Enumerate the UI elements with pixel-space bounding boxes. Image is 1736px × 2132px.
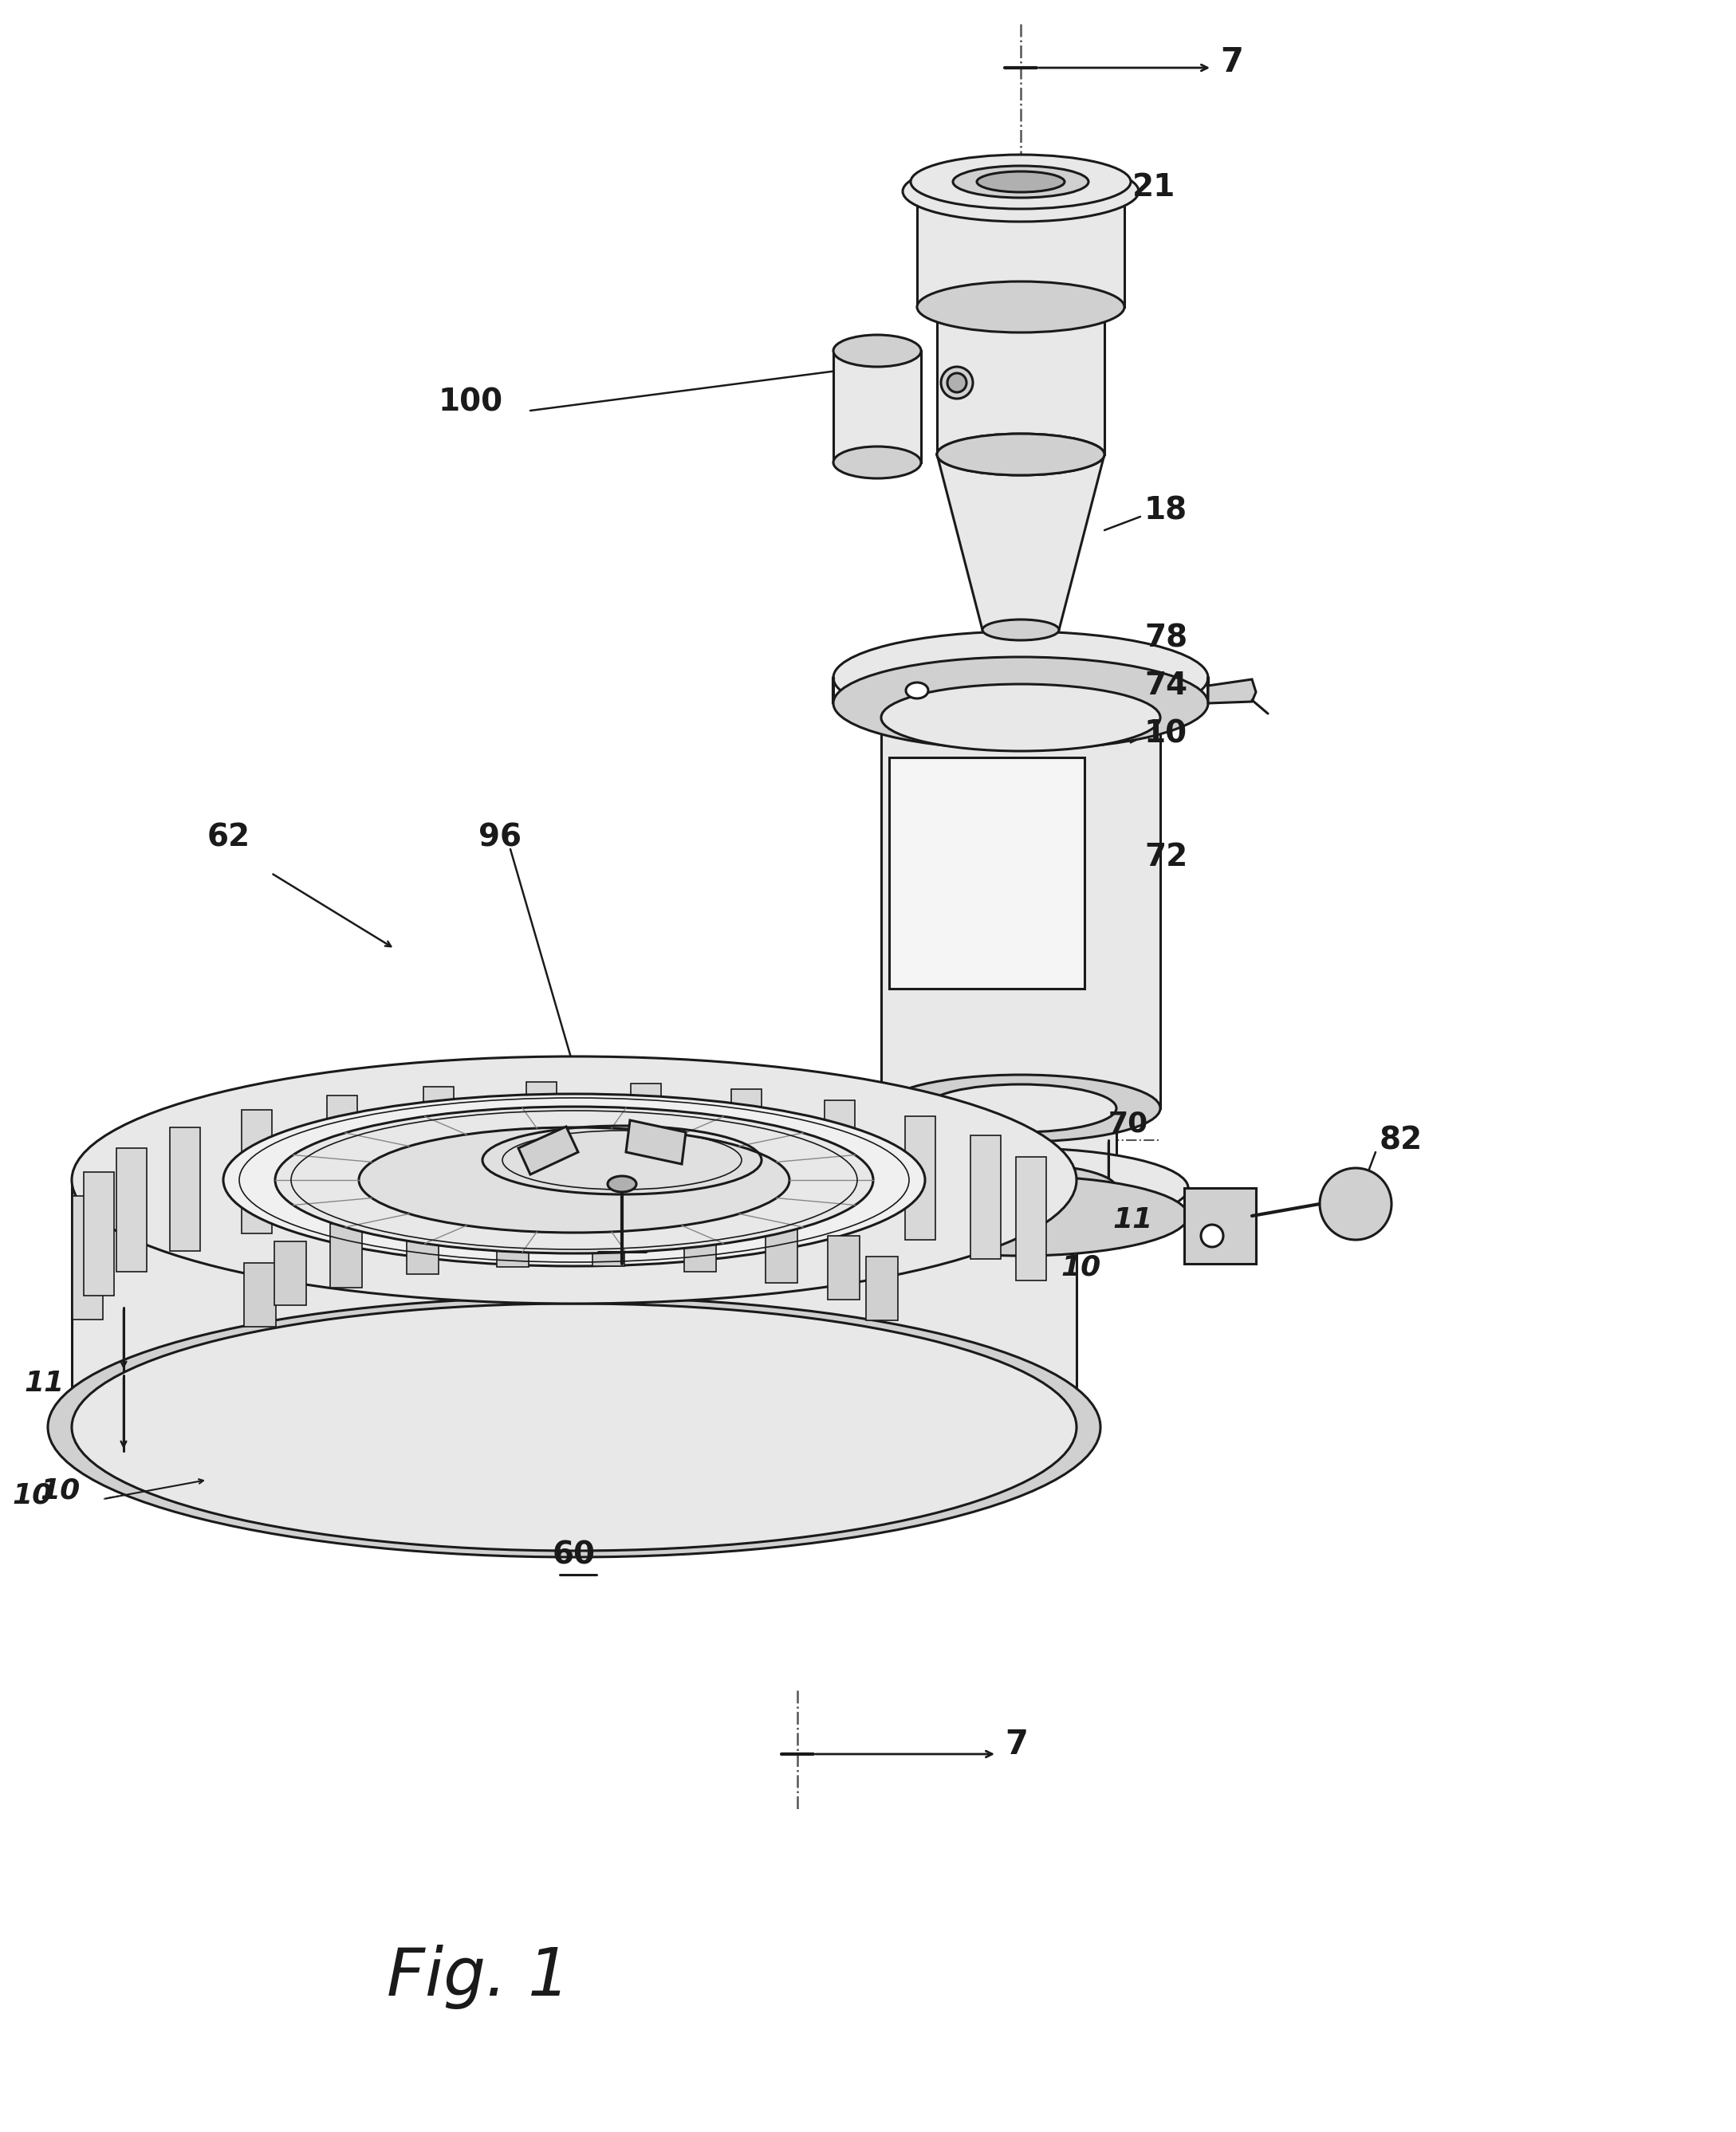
Polygon shape — [882, 718, 1160, 1109]
Ellipse shape — [925, 1085, 1116, 1132]
Polygon shape — [937, 311, 1104, 454]
Ellipse shape — [1201, 1224, 1224, 1247]
Bar — [406, 1211, 439, 1275]
Bar — [825, 1100, 854, 1224]
Text: 10: 10 — [40, 1477, 80, 1505]
Text: 10: 10 — [1061, 1254, 1101, 1281]
Bar — [866, 1256, 898, 1320]
Ellipse shape — [911, 156, 1130, 209]
Text: 18: 18 — [1144, 495, 1187, 524]
Ellipse shape — [359, 1128, 790, 1232]
Bar — [83, 1173, 115, 1296]
Polygon shape — [71, 1179, 1076, 1426]
Bar — [889, 757, 1085, 989]
Bar — [496, 1202, 529, 1266]
Ellipse shape — [937, 433, 1104, 475]
Bar — [766, 1220, 797, 1283]
Bar — [245, 1262, 276, 1326]
Text: 11: 11 — [24, 1369, 64, 1396]
Text: 78: 78 — [1144, 623, 1187, 652]
Ellipse shape — [906, 682, 929, 699]
Ellipse shape — [833, 446, 922, 478]
Ellipse shape — [917, 281, 1125, 333]
Polygon shape — [917, 192, 1125, 307]
Ellipse shape — [977, 171, 1064, 192]
Ellipse shape — [903, 162, 1139, 222]
Ellipse shape — [833, 657, 1208, 750]
Ellipse shape — [833, 335, 922, 367]
Bar — [326, 1096, 358, 1220]
Ellipse shape — [49, 1296, 1101, 1556]
Polygon shape — [833, 352, 922, 463]
Bar — [592, 1202, 623, 1266]
Bar — [970, 1134, 1000, 1258]
Ellipse shape — [274, 1107, 873, 1254]
Text: 11: 11 — [1113, 1207, 1153, 1234]
Text: Fig. 1: Fig. 1 — [387, 1944, 569, 2010]
Polygon shape — [1208, 680, 1255, 704]
Ellipse shape — [608, 1177, 637, 1192]
Text: 96: 96 — [479, 823, 521, 853]
Bar — [274, 1241, 307, 1305]
Ellipse shape — [953, 166, 1088, 198]
Ellipse shape — [983, 620, 1059, 640]
Bar — [526, 1083, 557, 1207]
Text: 82: 82 — [1380, 1126, 1424, 1156]
Text: 70: 70 — [1108, 1111, 1149, 1138]
Bar — [828, 1237, 859, 1301]
Ellipse shape — [833, 631, 1208, 725]
Bar — [73, 1196, 102, 1320]
Ellipse shape — [941, 367, 972, 399]
Bar — [330, 1224, 363, 1288]
Ellipse shape — [882, 684, 1160, 750]
Ellipse shape — [882, 1075, 1160, 1143]
Bar — [904, 1115, 936, 1239]
Bar — [731, 1089, 762, 1213]
Ellipse shape — [224, 1094, 925, 1266]
Text: 10: 10 — [1144, 718, 1187, 748]
Bar — [1016, 1158, 1047, 1281]
Bar — [424, 1087, 455, 1211]
Bar — [241, 1109, 271, 1232]
Text: 74: 74 — [1144, 672, 1187, 701]
Ellipse shape — [712, 1188, 740, 1243]
Ellipse shape — [71, 1057, 1076, 1303]
Text: 7: 7 — [1220, 45, 1243, 79]
Text: 21: 21 — [1132, 173, 1175, 203]
Text: 7: 7 — [1005, 1727, 1028, 1761]
Bar — [170, 1128, 200, 1251]
Polygon shape — [627, 1119, 686, 1164]
Ellipse shape — [1319, 1168, 1392, 1241]
Text: 62: 62 — [207, 823, 250, 853]
Ellipse shape — [937, 433, 1104, 475]
Ellipse shape — [925, 1164, 1116, 1211]
Ellipse shape — [937, 290, 1104, 333]
Ellipse shape — [854, 1177, 1187, 1256]
Polygon shape — [726, 1188, 873, 1243]
Text: 72: 72 — [1144, 842, 1187, 872]
Text: 100: 100 — [439, 388, 503, 418]
Ellipse shape — [71, 1303, 1076, 1550]
Bar — [630, 1083, 661, 1207]
Polygon shape — [937, 454, 1104, 629]
Ellipse shape — [948, 373, 967, 392]
Text: 60: 60 — [552, 1539, 595, 1569]
Polygon shape — [925, 1109, 1116, 1188]
Polygon shape — [519, 1126, 578, 1175]
Bar — [116, 1149, 148, 1273]
Bar — [684, 1207, 717, 1271]
Bar — [1184, 1188, 1255, 1264]
Text: 10: 10 — [12, 1482, 52, 1509]
Ellipse shape — [854, 1149, 1187, 1228]
